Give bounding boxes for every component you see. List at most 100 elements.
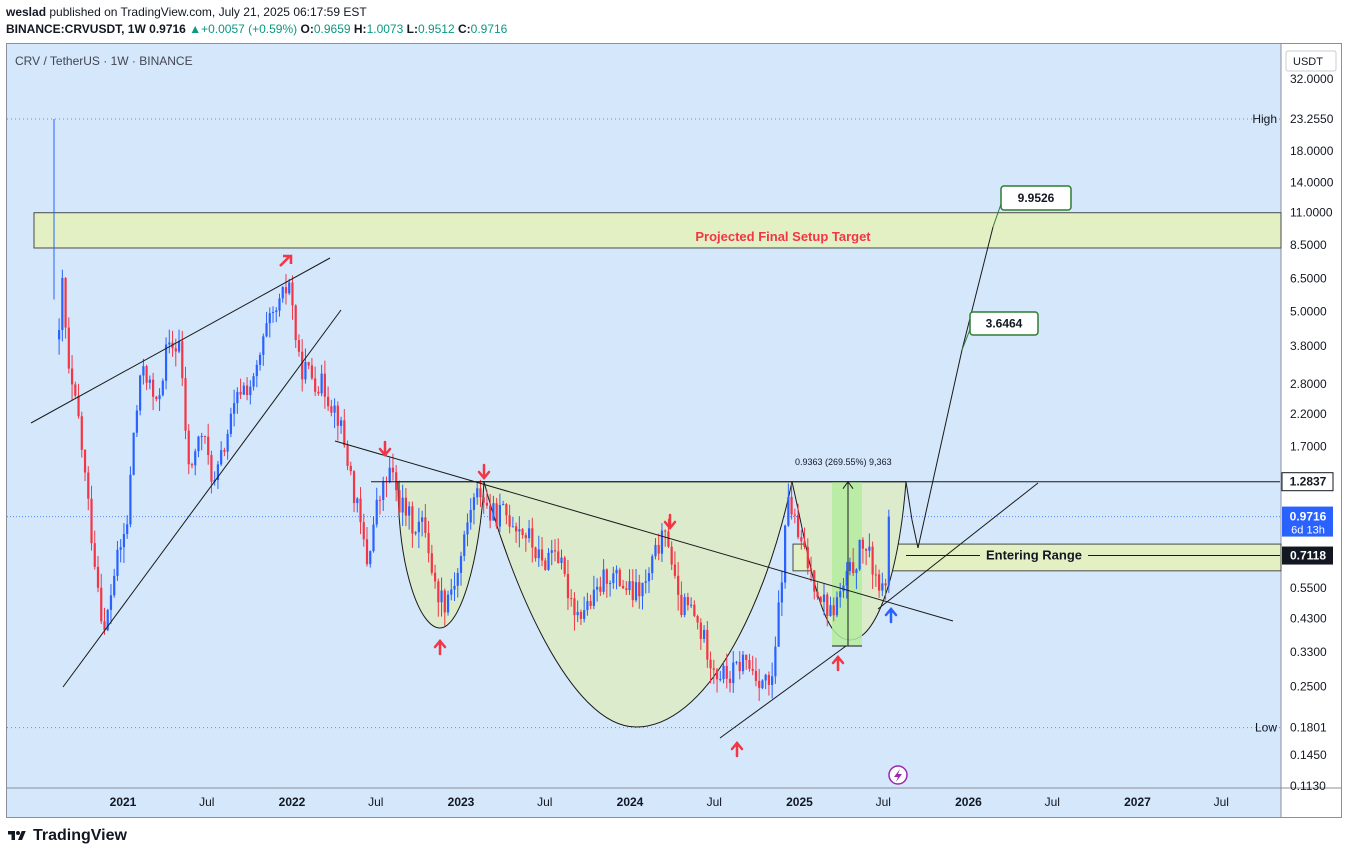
price-tick-label: 14.0000 bbox=[1290, 176, 1334, 190]
candle-body bbox=[427, 532, 430, 554]
candle-body bbox=[712, 668, 715, 670]
price-tick-label: 6.5000 bbox=[1290, 272, 1327, 286]
candle-body bbox=[122, 534, 126, 548]
candle-body bbox=[284, 287, 288, 294]
price-tick-label: 23.2550 bbox=[1290, 112, 1334, 126]
candle-body bbox=[819, 597, 822, 603]
footer-brand: TradingView bbox=[6, 825, 127, 847]
candle-body bbox=[683, 597, 686, 615]
candle-body bbox=[142, 366, 145, 376]
candle-body bbox=[391, 467, 395, 473]
candle-body bbox=[673, 564, 677, 576]
candle-body bbox=[151, 379, 155, 397]
price-tick-label: 8.5000 bbox=[1290, 238, 1327, 252]
candle-body bbox=[634, 582, 638, 601]
price-tick-label: 1.7000 bbox=[1290, 440, 1327, 454]
candle-body bbox=[660, 530, 664, 554]
top-marker-3-icon bbox=[663, 513, 677, 530]
candle-body bbox=[657, 544, 660, 554]
candle-body bbox=[90, 498, 93, 544]
candle-body bbox=[651, 556, 654, 574]
candle-body bbox=[858, 539, 861, 570]
candle-body bbox=[233, 403, 236, 414]
candle-body bbox=[87, 472, 90, 499]
candle-body bbox=[187, 430, 190, 465]
candle-body bbox=[725, 665, 728, 679]
candle-body bbox=[408, 506, 411, 516]
price-tick-label: 0.3300 bbox=[1290, 645, 1327, 659]
price-tick-label: 0.5500 bbox=[1290, 581, 1327, 595]
candle-body bbox=[618, 569, 621, 586]
candle-body bbox=[476, 488, 479, 498]
candle-body bbox=[229, 413, 232, 434]
candle-body bbox=[80, 416, 83, 450]
target2-badge-label: 9.9526 bbox=[1018, 191, 1055, 205]
bottom-marker-1-icon bbox=[433, 639, 447, 656]
candle-body bbox=[433, 572, 437, 582]
candle-body bbox=[317, 391, 320, 394]
candle-body bbox=[301, 351, 304, 380]
time-tick-label: 2022 bbox=[279, 795, 306, 809]
candle-body bbox=[424, 517, 427, 533]
candle-body bbox=[664, 530, 667, 532]
candle-body bbox=[780, 582, 783, 603]
time-tick-label: Jul bbox=[1214, 795, 1229, 809]
resistance-tag-box bbox=[1281, 472, 1334, 492]
candle-body bbox=[339, 420, 343, 426]
candle-body bbox=[320, 373, 323, 394]
candle-body bbox=[466, 522, 469, 535]
candle-body bbox=[336, 405, 339, 426]
candle-body bbox=[281, 287, 284, 299]
candle-body bbox=[430, 553, 433, 573]
measure-label: 0.9363 (269.55%) 9,363 bbox=[795, 457, 892, 467]
candle-body bbox=[103, 621, 106, 631]
candle-body bbox=[829, 605, 832, 617]
time-tick-label: Jul bbox=[199, 795, 214, 809]
candle-body bbox=[680, 594, 683, 615]
candle-body bbox=[450, 589, 453, 595]
candle-body bbox=[715, 669, 719, 680]
candle-body bbox=[184, 378, 187, 431]
candle-body bbox=[605, 569, 608, 584]
price-axis-background bbox=[1281, 44, 1341, 817]
published-text: published on TradingView.com, July 21, 2… bbox=[49, 5, 367, 19]
time-tick-label: 2025 bbox=[786, 795, 813, 809]
symbol-change: +0.0057 (+0.59%) bbox=[201, 22, 298, 36]
candle-body bbox=[139, 375, 142, 411]
candle-body bbox=[748, 660, 751, 669]
trend-line-2 bbox=[62, 309, 342, 688]
open-label: O: bbox=[300, 22, 314, 36]
candle-body bbox=[135, 410, 138, 433]
candle-body bbox=[252, 376, 255, 387]
candle-body bbox=[249, 386, 252, 396]
candle-body bbox=[437, 581, 440, 603]
candle-body bbox=[70, 368, 74, 385]
candle-body bbox=[625, 588, 628, 591]
candle-body bbox=[608, 583, 612, 585]
candle-body bbox=[702, 629, 706, 639]
candle-body bbox=[492, 503, 495, 521]
candle-body bbox=[612, 573, 615, 584]
candle-body bbox=[203, 435, 207, 437]
candle-body bbox=[534, 547, 537, 559]
candle-body bbox=[696, 615, 699, 623]
candle-body bbox=[216, 464, 220, 481]
open-value: 0.9659 bbox=[313, 22, 351, 36]
time-tick-label: 2024 bbox=[617, 795, 644, 809]
candle-body bbox=[177, 341, 181, 352]
trend-line-3 bbox=[334, 440, 954, 622]
candle-body bbox=[787, 496, 790, 526]
candle-body bbox=[61, 277, 64, 331]
candle-body bbox=[874, 574, 877, 576]
candle-body bbox=[265, 323, 268, 337]
candle-body bbox=[884, 583, 887, 586]
trend-line-1 bbox=[30, 257, 331, 424]
bottom-marker-3-icon bbox=[831, 655, 845, 672]
candle-body bbox=[155, 396, 158, 400]
candle-body bbox=[686, 597, 689, 606]
candle-body bbox=[690, 604, 693, 606]
candle-body bbox=[398, 490, 401, 513]
candle-body bbox=[268, 313, 271, 324]
candle-body bbox=[414, 532, 417, 534]
